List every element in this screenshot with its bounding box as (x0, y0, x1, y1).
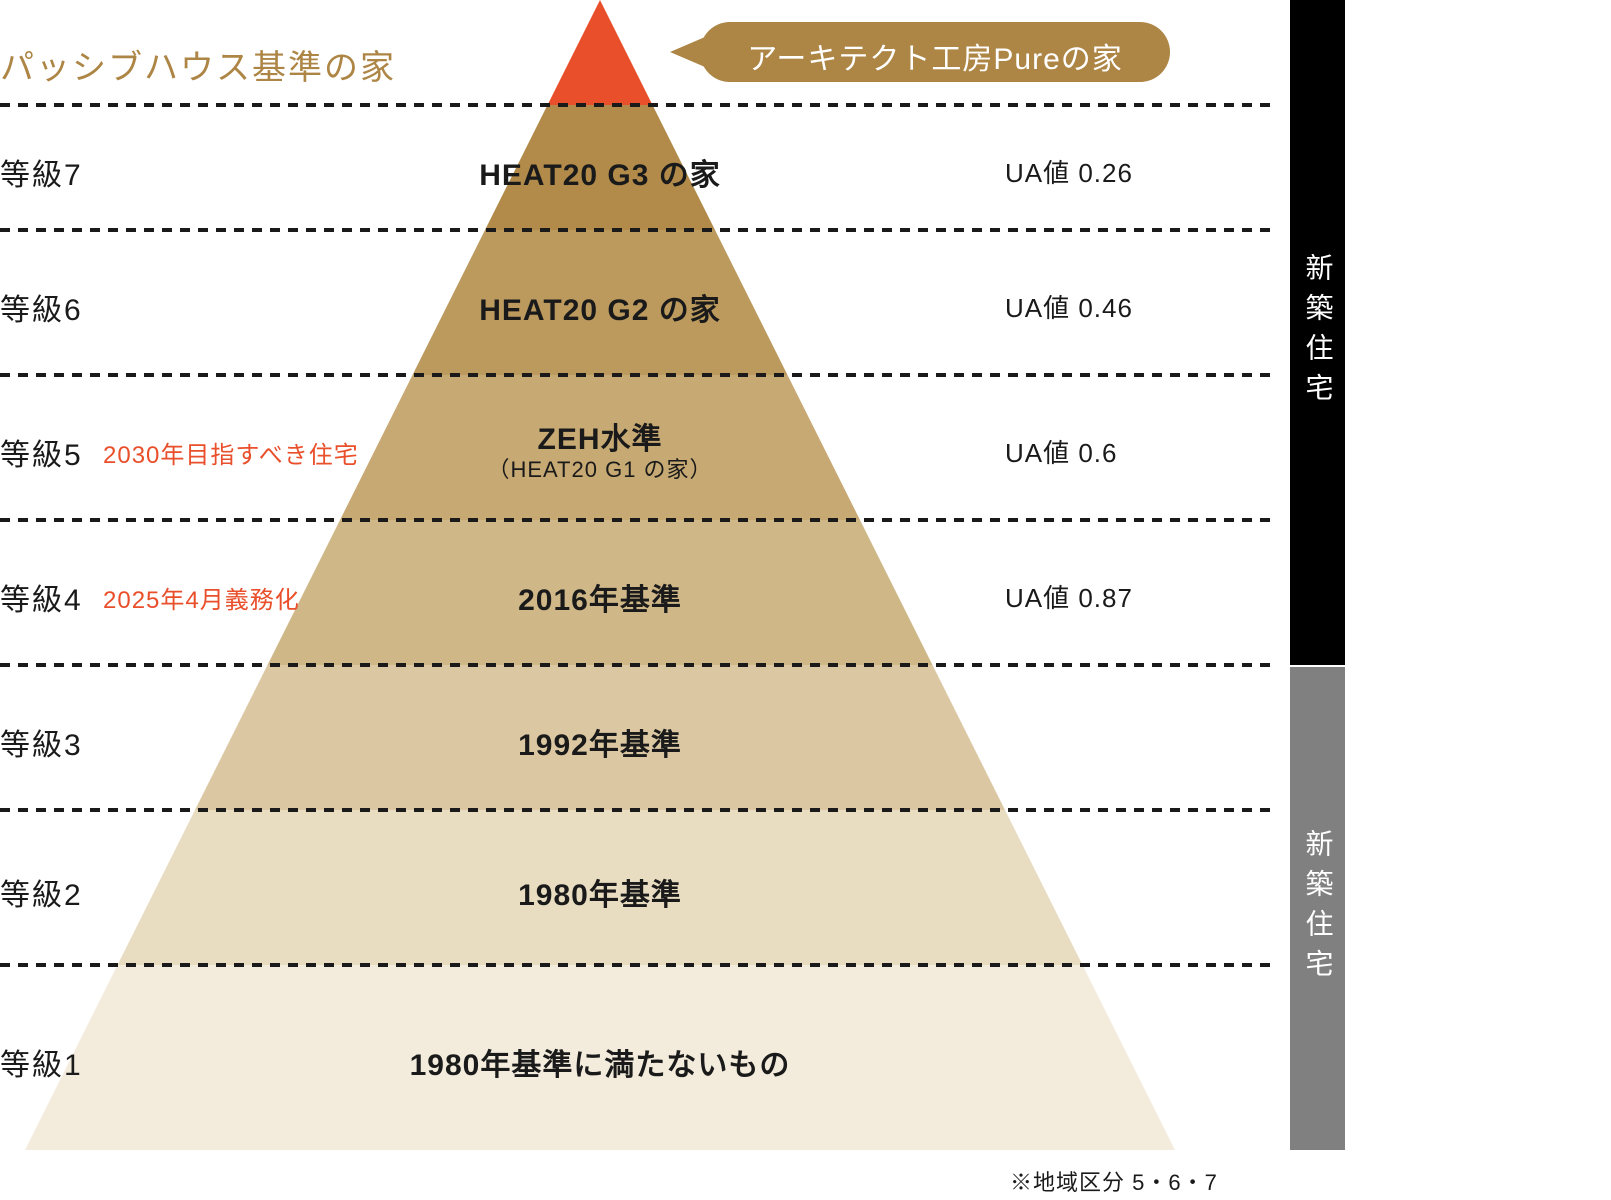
grade-label: 等級1 (0, 1040, 83, 1084)
ua-value: UA値 0.87 (1005, 578, 1133, 615)
grade-note: 2030年目指すべき住宅 (103, 435, 359, 470)
grade-label: 等級7 (0, 150, 83, 194)
grade-label: 等級4 (0, 575, 83, 619)
ua-value: UA値 0.46 (1005, 288, 1133, 325)
grade-label: 等級6 (0, 285, 83, 329)
grade-center-title: 1980年基準 (350, 870, 850, 914)
grade-center-title: 1980年基準に満たないもの (350, 1040, 850, 1084)
ua-value: UA値 0.6 (1005, 433, 1118, 470)
grade-label: 等級5 (0, 430, 83, 474)
grade-center-title: HEAT20 G2 の家 (350, 285, 850, 329)
pyramid-infographic: パッシブハウス基準の家 アーキテクト工房Pureの家 等級7 HEAT20 G3 … (0, 0, 1611, 1200)
callout-label: アーキテクト工房Pureの家 (710, 34, 1160, 78)
grade-label: 等級3 (0, 720, 83, 764)
ua-value: UA値 0.26 (1005, 153, 1133, 190)
grade-center-title: HEAT20 G3 の家 (350, 150, 850, 194)
grade-label: 等級2 (0, 870, 83, 914)
grade-center-title: 2016年基準 (350, 575, 850, 619)
grade-center-sub: （HEAT20 G1 の家） (350, 452, 850, 484)
grade-center-title: 1992年基準 (350, 720, 850, 764)
grade-note: 2025年4月義務化 (103, 580, 300, 615)
footnote: ※地域区分 5・6・7 (1010, 1165, 1218, 1197)
side-strip: 新築住宅 (1290, 0, 1345, 665)
title-passive-house: パッシブハウス基準の家 (0, 40, 396, 89)
side-strip: 新築住宅 (1290, 667, 1345, 1150)
